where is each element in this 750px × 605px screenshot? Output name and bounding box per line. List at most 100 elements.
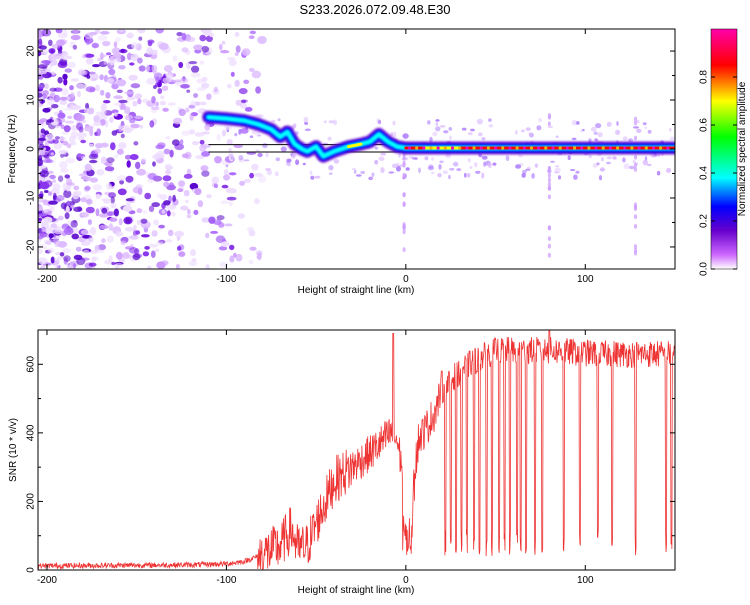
noise-speckle [633,120,638,126]
noise-speckle [251,163,259,171]
noise-speckle [388,171,395,174]
noise-speckle [146,77,156,85]
noise-speckle [295,131,299,135]
noise-speckle [221,184,229,189]
noise-speckle [70,41,75,45]
noise-speckle [38,120,44,125]
noise-speckle [221,40,226,45]
noise-speckle [230,155,234,160]
noise-speckle [633,116,638,122]
noise-speckle [636,128,642,133]
ridge-cell [565,146,569,150]
noise-speckle [547,121,552,127]
ridge-cell [443,146,447,150]
noise-speckle [97,244,106,251]
ridge-cell [580,146,584,150]
snr-x-tick-label: 100 [577,575,594,586]
snr-panel: -200 -100 0 100 0 200 400 600 Height of straig… [8,329,676,596]
noise-speckle [219,261,228,268]
noise-speckle [137,187,143,195]
noise-speckle [582,128,585,132]
noise-speckle [91,256,96,262]
noise-speckle [225,187,236,193]
noise-speckle [63,125,71,133]
noise-speckle [633,135,638,141]
noise-speckle [103,100,111,104]
noise-speckle [186,89,191,93]
noise-speckle [257,152,263,158]
noise-speckle [133,115,143,120]
noise-speckle [50,53,56,61]
noise-speckle [554,171,560,174]
noise-speckle [195,155,205,160]
noise-speckle [43,216,53,224]
noise-speckle [302,162,306,166]
noise-speckle [45,226,54,234]
noise-speckle [191,65,200,74]
noise-speckle [224,223,233,227]
noise-speckle [62,248,72,254]
snr-y-tick-label: 400 [26,424,37,441]
noise-speckle [206,194,212,199]
noise-speckle [228,172,237,176]
noise-speckle [52,192,57,201]
noise-speckle [218,43,223,51]
noise-speckle [633,162,638,168]
noise-speckle [106,211,116,216]
noise-speckle [88,153,99,160]
noise-speckle [333,119,338,126]
ridge-cell [415,146,419,150]
noise-speckle [477,132,483,137]
noise-speckle [38,235,44,240]
noise-speckle [183,190,190,197]
noise-speckle [172,139,180,146]
noise-speckle [151,230,158,237]
noise-speckle [59,100,68,105]
noise-speckle [61,52,69,61]
noise-speckle [100,31,110,35]
noise-speckle [64,174,71,179]
noise-speckle [238,158,245,163]
noise-speckle [38,50,42,57]
noise-speckle [186,214,192,219]
noise-speckle [48,174,56,180]
noise-speckle [402,202,406,208]
noise-speckle [38,64,48,69]
noise-speckle [116,175,127,182]
noise-speckle [125,217,131,224]
noise-speckle [194,188,202,196]
noise-speckle [547,125,553,129]
noise-speckle [166,210,171,217]
noise-speckle [588,154,592,159]
noise-speckle [181,130,191,136]
noise-speckle [105,92,111,99]
noise-speckle [38,248,43,255]
noise-speckle [157,193,162,199]
noise-speckle [62,73,68,80]
noise-speckle [124,154,132,160]
noise-speckle [156,261,166,269]
noise-speckle [199,34,207,42]
noise-speckle [371,172,375,178]
noise-speckle [63,255,71,262]
noise-speckle [38,158,43,167]
noise-speckle [202,29,212,36]
noise-speckle [646,163,652,167]
noise-speckle [247,226,254,232]
noise-speckle [461,127,467,131]
noise-speckle [101,207,108,214]
noise-speckle [38,102,43,108]
noise-speckle [57,61,68,69]
noise-speckle [133,141,139,146]
noise-speckle [162,175,172,182]
noise-speckle [60,153,65,158]
noise-speckle [77,238,86,242]
noise-speckle [88,235,94,243]
noise-speckle [72,191,80,200]
noise-speckle [162,77,171,84]
ridge-cell [458,146,462,150]
noise-speckle [103,198,112,204]
noise-speckle [431,171,435,174]
noise-speckle [402,192,406,198]
